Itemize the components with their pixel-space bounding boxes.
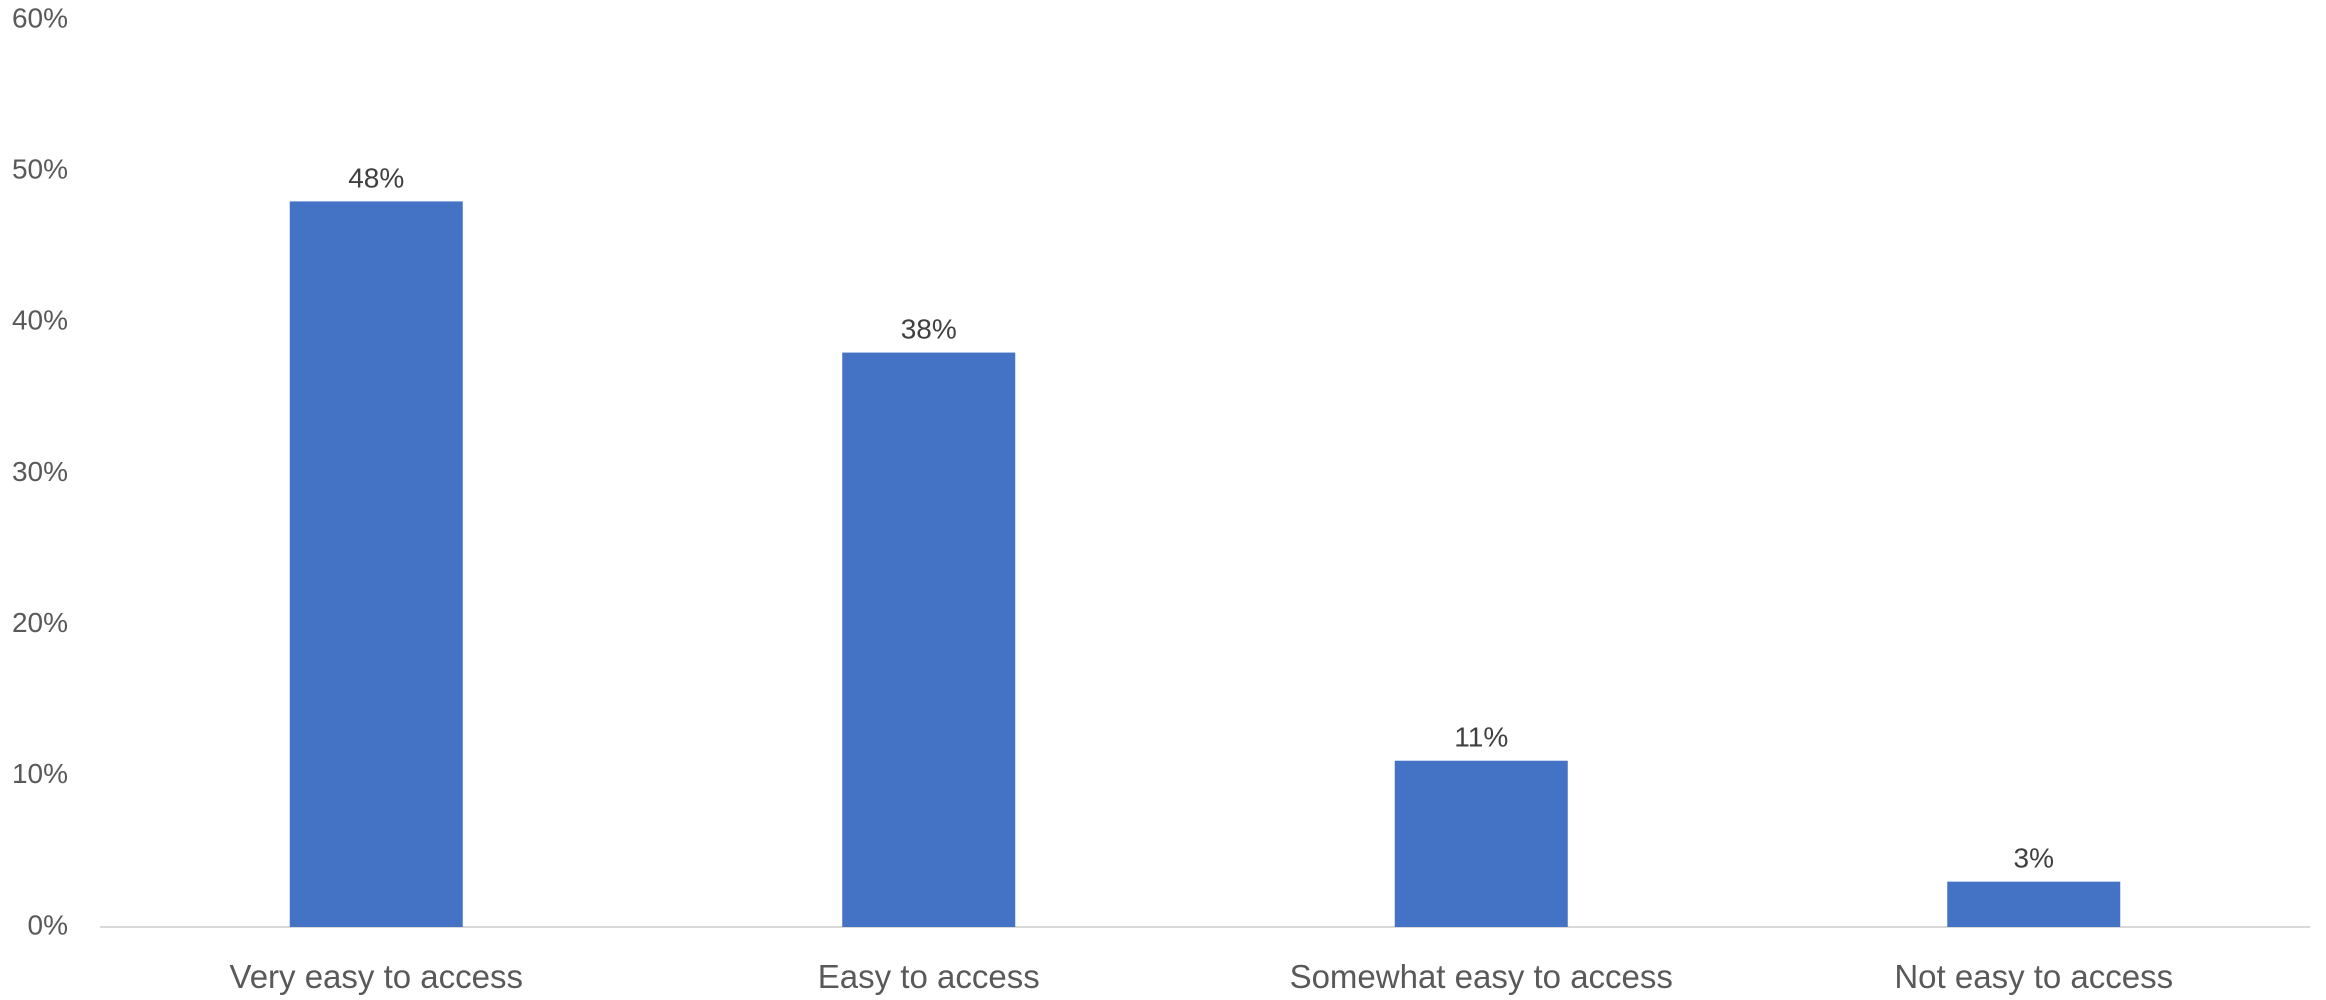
data-label: 3% — [2014, 843, 2054, 874]
y-axis: 0% 10% 20% 30% 40% 50% 60% — [12, 2, 68, 940]
y-tick-label: 10% — [12, 758, 68, 789]
category-label: Not easy to access — [1894, 958, 2173, 995]
bar — [842, 352, 1016, 928]
category-label: Very easy to access — [230, 958, 523, 995]
bar — [1394, 760, 1568, 927]
bar — [289, 201, 463, 927]
bar — [1947, 881, 2121, 927]
category-label: Easy to access — [818, 958, 1040, 995]
x-axis: Very easy to access Easy to access Somewha… — [230, 958, 2174, 995]
category-label: Somewhat easy to access — [1290, 958, 1673, 995]
y-tick-label: 30% — [12, 456, 68, 487]
data-label: 11% — [1454, 722, 1508, 753]
y-tick-label: 40% — [12, 305, 68, 336]
y-tick-label: 50% — [12, 154, 68, 185]
data-labels: 48% 38% 11% 3% — [348, 162, 2054, 873]
y-tick-label: 20% — [12, 607, 68, 638]
y-tick-label: 0% — [28, 909, 68, 940]
bars — [289, 201, 2121, 928]
data-label: 38% — [901, 314, 957, 345]
data-label: 48% — [348, 162, 404, 193]
y-tick-label: 60% — [12, 2, 68, 33]
